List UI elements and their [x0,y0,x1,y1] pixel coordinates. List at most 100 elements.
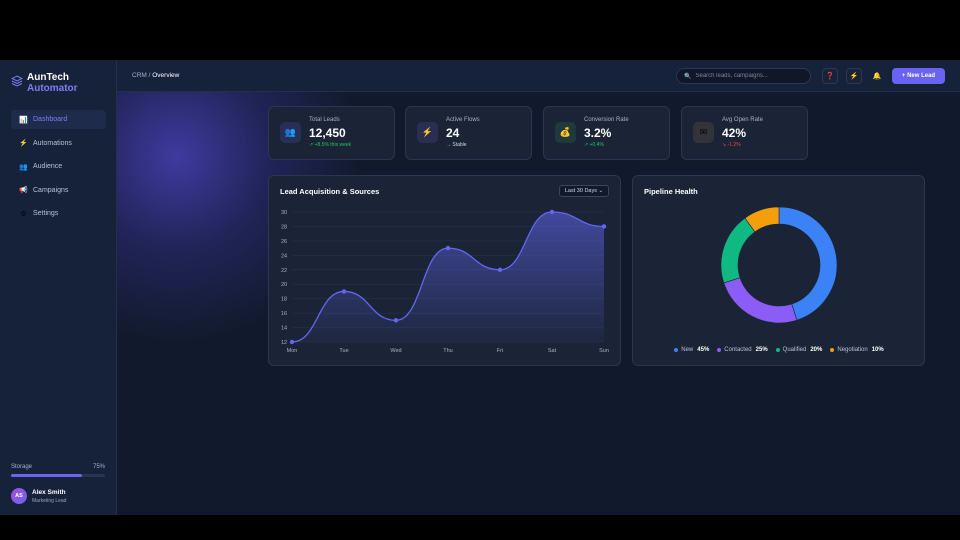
stat-card[interactable]: ✉ Avg Open Rate 42% ↘ -1.2% [681,106,808,160]
breadcrumb-separator: / [148,72,151,79]
x-tick-label: Mon [287,348,298,354]
stat-label: Total Leads [309,117,340,123]
people-icon: 👥 [19,163,28,171]
storage-meter: Storage 75% [11,464,105,477]
stat-value: 12,450 [309,126,346,140]
help-icon: ❓ [825,73,835,80]
user-name: Alex Smith [32,488,66,496]
sidebar-item-label: Audience [33,163,63,171]
money-bag-icon: 💰 [555,122,576,143]
pipeline-legend: New 45% Contacted 25% Qualified 20% Negotiatio… [633,347,925,353]
x-tick-label: Sun [599,348,609,354]
stat-label: Active Flows [446,117,480,123]
donut-slice-negotiation[interactable] [744,206,780,233]
x-tick-label: Sat [548,348,557,354]
gear-icon: ⚙ [20,210,27,218]
search-input[interactable] [695,73,796,79]
data-point[interactable] [341,289,347,294]
sidebar-item-settings[interactable]: ⚙ Settings [11,204,106,223]
stat-label: Conversion Rate [584,117,629,123]
sidebar: AunTech Automator 📊 Dashboard ⚡ Automations… [0,60,117,515]
donut-slice-new[interactable] [778,206,838,321]
y-tick-label: 20 [281,282,287,288]
legend-label: Contacted [724,347,752,353]
pipeline-title: Pipeline Health [644,187,698,196]
legend-value: 45% [697,347,710,353]
y-tick-label: 28 [281,224,287,230]
sidebar-item-label: Automations [33,139,72,147]
sidebar-item-label: Campaigns [33,186,69,194]
stat-card[interactable]: 💰 Conversion Rate 3.2% ↗ +0.4% [543,106,670,160]
search-box[interactable]: 🔍 [676,68,811,84]
brand-subtitle: Automator [27,83,78,94]
y-tick-label: 26 [281,239,287,245]
stat-trend: ↗ +0.4% [584,142,604,148]
legend-swatch [775,348,780,352]
brand[interactable]: AunTech Automator [11,72,78,94]
lead-chart-title: Lead Acquisition & Sources [280,187,380,196]
legend-item: Negotiation 10% [830,347,884,353]
data-point[interactable] [445,245,451,251]
breadcrumb: CRM / Overview [132,72,179,79]
y-tick-label: 24 [281,253,287,259]
data-point[interactable] [549,209,555,215]
lightning-icon: ⚡ [849,73,859,80]
search-icon: 🔍 [684,73,692,80]
top-bar: CRM / Overview 🔍 ❓ ⚡ 🔔 + New Lead [117,60,960,92]
user-role: Marketing Lead [32,497,67,504]
user-profile[interactable]: AS Alex Smith Marketing Lead [11,488,66,504]
sidebar-item-automations[interactable]: ⚡ Automations [11,134,106,153]
stat-card[interactable]: 👥 Total Leads 12,450 ↗ +8.5% this week [268,106,395,160]
data-point[interactable] [393,318,399,323]
data-point[interactable] [601,224,607,229]
donut-slice-contacted[interactable] [723,277,798,324]
breadcrumb-current: Overview [152,72,180,79]
lightning-icon: ⚡ [19,140,28,148]
stat-value: 3.2% [584,126,612,140]
stat-value: 42% [722,126,747,140]
x-tick-label: Fri [497,348,503,354]
legend-swatch [717,348,722,352]
pipeline-donut-chart [720,206,838,324]
sidebar-item-campaigns[interactable]: 📢 Campaigns [11,181,106,200]
help-button[interactable]: ❓ [822,68,838,84]
y-tick-label: 14 [281,326,287,332]
bell-icon: 🔔 [872,73,882,80]
legend-swatch [674,348,679,352]
legend-value: 25% [755,347,768,353]
envelope-icon: ✉ [693,122,714,143]
y-tick-label: 12 [281,340,287,346]
bar-chart-icon: 📊 [19,116,28,124]
storage-label: Storage [11,464,33,470]
layers-icon [11,75,23,87]
donut-slice-qualified[interactable] [720,217,756,284]
quick-actions-button[interactable]: ⚡ [846,68,862,84]
area-fill [292,212,604,342]
breadcrumb-parent[interactable]: CRM [132,72,147,79]
sidebar-nav: 📊 Dashboard ⚡ Automations 👥 Audience 📢 Campaign… [11,110,106,228]
lightning-icon: ⚡ [417,122,438,143]
new-lead-button[interactable]: + New Lead [892,68,945,84]
data-point[interactable] [289,339,295,345]
legend-value: 10% [871,347,884,353]
stat-card[interactable]: ⚡ Active Flows 24 → Stable [405,106,532,160]
sidebar-item-audience[interactable]: 👥 Audience [11,157,106,176]
pipeline-card: Pipeline Health New 45% Contacted 25% Qualif… [632,175,925,366]
brand-name: AunTech [27,72,70,83]
notifications-button[interactable]: 🔔 [869,68,885,84]
y-tick-label: 18 [281,297,287,303]
legend-label: New [681,347,694,353]
sidebar-item-dashboard[interactable]: 📊 Dashboard [11,110,106,129]
legend-value: 20% [810,347,823,353]
legend-label: Qualified [782,347,807,353]
date-range-select[interactable]: Last 30 Days ⌄ [559,185,609,197]
stat-trend: ↘ -1.2% [722,142,741,148]
megaphone-icon: 📢 [19,187,28,195]
storage-bar-fill [11,474,82,477]
stat-trend: ↗ +8.5% this week [309,142,352,148]
stat-label: Avg Open Rate [722,117,763,123]
data-point[interactable] [497,267,503,272]
avatar[interactable]: AS [11,488,27,504]
x-tick-label: Thu [443,348,452,354]
